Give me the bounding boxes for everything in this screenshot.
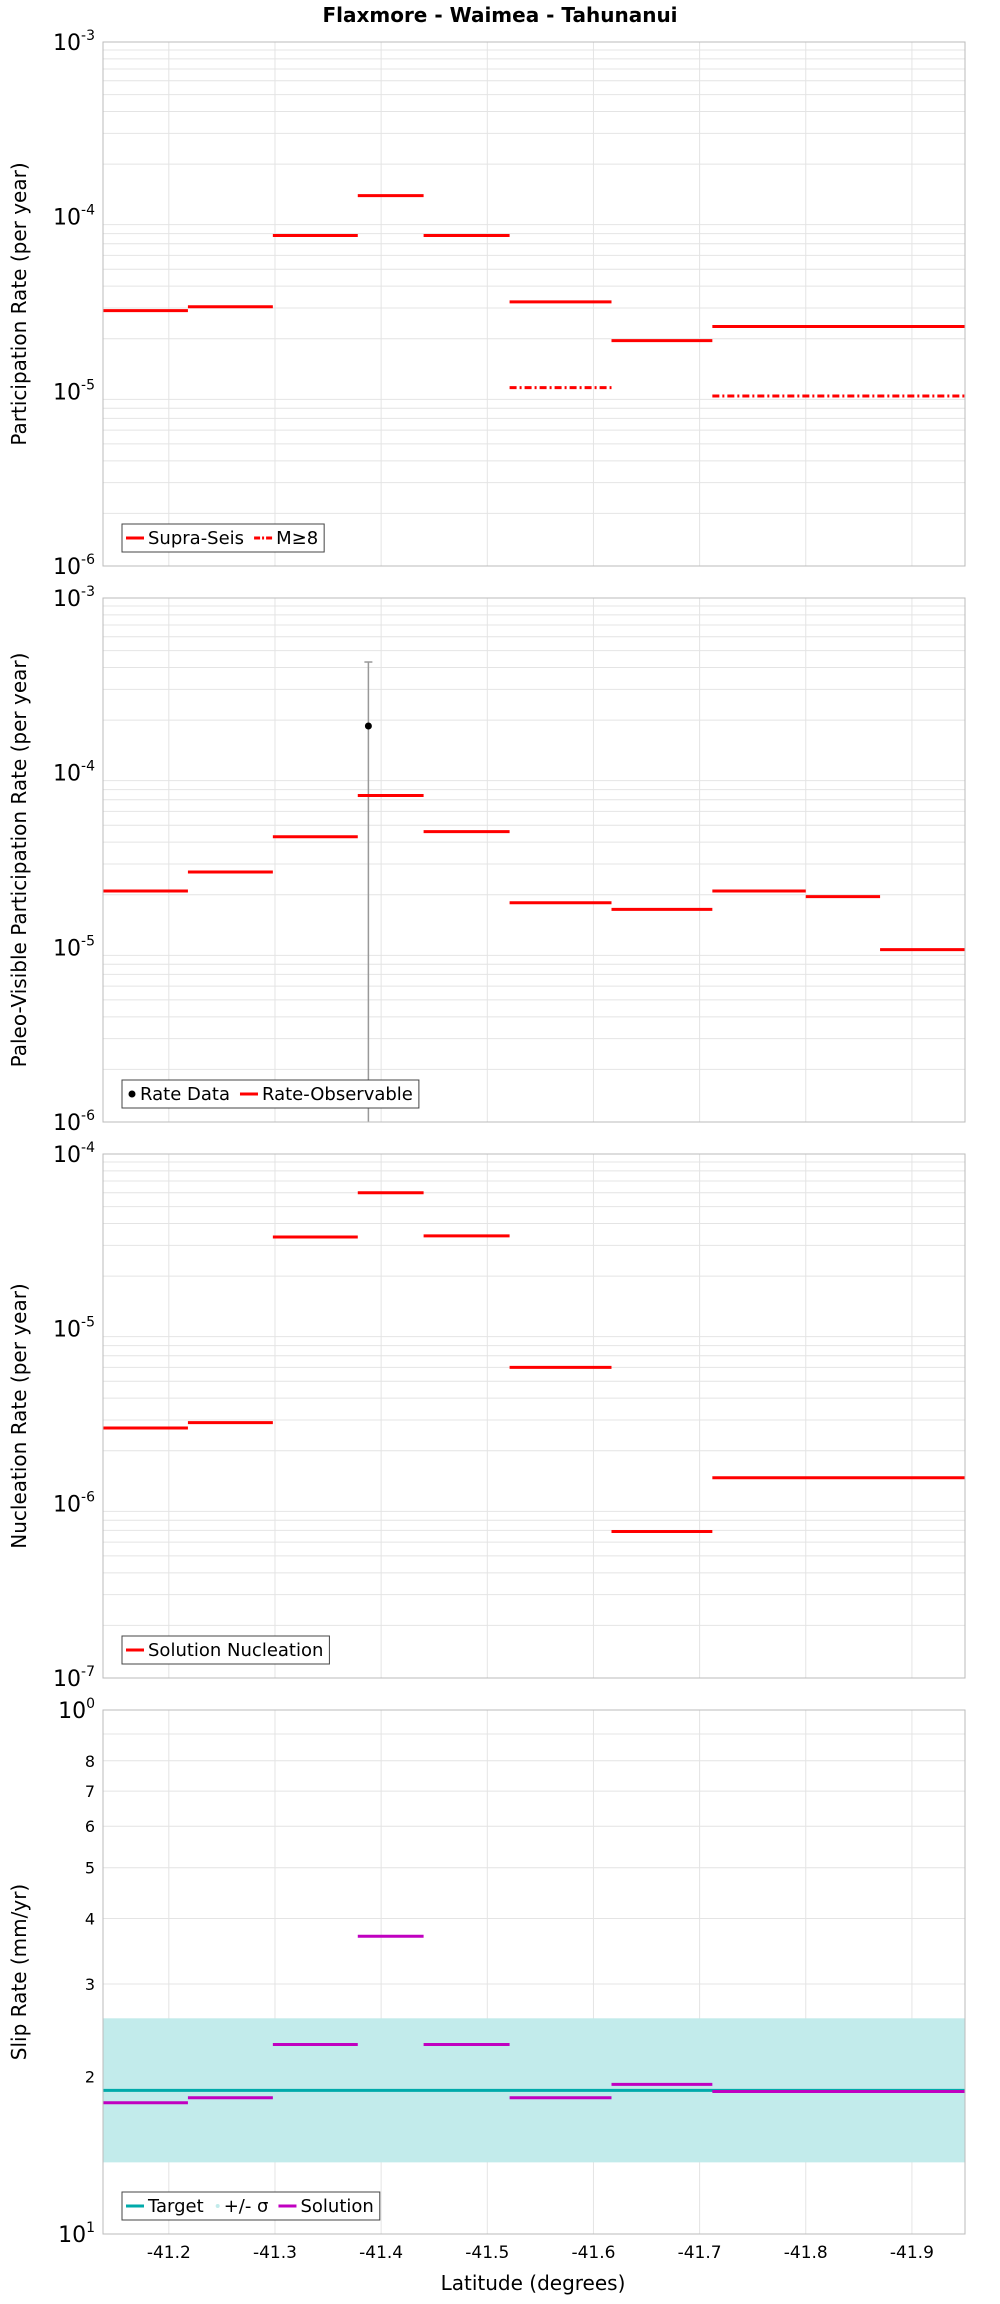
x-tick-label: -41.2: [147, 2243, 191, 2263]
y-tick-label: 6: [85, 1817, 95, 1836]
legend: Supra-Seis M≥8: [121, 523, 325, 553]
y-tick-label: 10-5: [53, 1315, 95, 1343]
y-tick-label: 7: [85, 1782, 95, 1801]
y-tick-label: 100: [58, 1696, 95, 1724]
x-tick-label: -41.7: [678, 2243, 722, 2263]
legend: Target +/- σ Solution: [121, 2191, 381, 2221]
legend-box: [121, 1079, 420, 1109]
plot-area: [103, 42, 965, 566]
y-axis-label: Paleo-Visible Participation Rate (per ye…: [7, 653, 31, 1068]
y-tick-label: 10-4: [53, 759, 95, 787]
y-tick-label: 3: [85, 1975, 95, 1994]
legend-label: Supra-Seis: [148, 528, 244, 549]
legend-label: M≥8: [276, 528, 318, 549]
x-tick-label: -41.6: [571, 2243, 615, 2263]
x-tick-label: -41.9: [890, 2243, 934, 2263]
panels: 10-3 10-4 10-5 10-6 Participation Rate (per …: [7, 28, 966, 2263]
legend: Solution Nucleation: [121, 1635, 330, 1665]
plot-frame: [102, 1153, 966, 1679]
panel-4: 100 8 7 6 5 4 3 2 101 -41.2 -41.3 -41.4 -41.5 -41.6 -4…: [7, 1696, 966, 2263]
legend-box: [121, 2191, 381, 2221]
y-axis-label: Slip Rate (mm/yr): [7, 1884, 31, 2060]
x-tick-label: -41.3: [253, 2243, 297, 2263]
y-tick-label: 10-4: [53, 203, 95, 231]
legend-marker: [215, 2204, 220, 2208]
y-tick-label: 10-6: [53, 552, 95, 580]
panel-3: 10-4 10-5 10-6 10-7 Nucleation Rate (per yea…: [7, 1140, 966, 1692]
legend-label: +/- σ: [224, 2196, 269, 2217]
plot-frame: [102, 597, 966, 1123]
y-axis-label: Participation Rate (per year): [7, 162, 31, 445]
legend-box: [121, 523, 325, 553]
x-tick-label: -41.4: [359, 2243, 403, 2263]
chart-title: Flaxmore - Waimea - Tahunanui: [322, 3, 677, 27]
y-tick-label: 10-3: [53, 584, 95, 612]
y-tick-label: 10-5: [53, 377, 95, 405]
y-tick-label: 8: [85, 1752, 95, 1771]
y-tick-label: 10-6: [53, 1489, 95, 1517]
y-tick-label: 10-4: [53, 1140, 95, 1168]
y-tick-label: 4: [85, 1910, 95, 1929]
y-tick-label: 10-5: [53, 933, 95, 961]
y-tick-label: 5: [85, 1859, 95, 1878]
legend-label: Rate-Observable: [262, 1084, 413, 1105]
x-tick-label: -41.8: [784, 2243, 828, 2263]
plot-frame: [102, 41, 966, 567]
legend: Rate Data Rate-Observable: [121, 1079, 420, 1109]
rate-data-point: [364, 722, 372, 730]
legend-label: Solution: [300, 2196, 373, 2217]
y-tick-label: 10-6: [53, 1108, 95, 1136]
legend-marker: [128, 1090, 136, 1098]
legend-label: Rate Data: [140, 1084, 230, 1105]
x-axis-label: Latitude (degrees): [441, 2271, 626, 2295]
legend-label: Solution Nucleation: [148, 1640, 323, 1661]
plot-area: [103, 598, 965, 1122]
y-tick-label: 10-3: [53, 28, 95, 56]
panel-2: 10-3 10-4 10-5 10-6 Paleo-Visible Participat…: [7, 584, 966, 1136]
legend-box: [121, 1635, 330, 1665]
legend-label: Target: [147, 2196, 204, 2217]
x-tick-label: -41.5: [465, 2243, 509, 2263]
y-tick-label: 101: [58, 2220, 95, 2248]
plot-area: [103, 1154, 965, 1678]
y-tick-label: 2: [85, 2067, 95, 2086]
plot-frame: [102, 1709, 966, 2235]
y-axis-label: Nucleation Rate (per year): [7, 1283, 31, 1548]
panel-1: 10-3 10-4 10-5 10-6 Participation Rate (per …: [7, 28, 966, 580]
y-tick-label: 10-7: [53, 1664, 95, 1692]
